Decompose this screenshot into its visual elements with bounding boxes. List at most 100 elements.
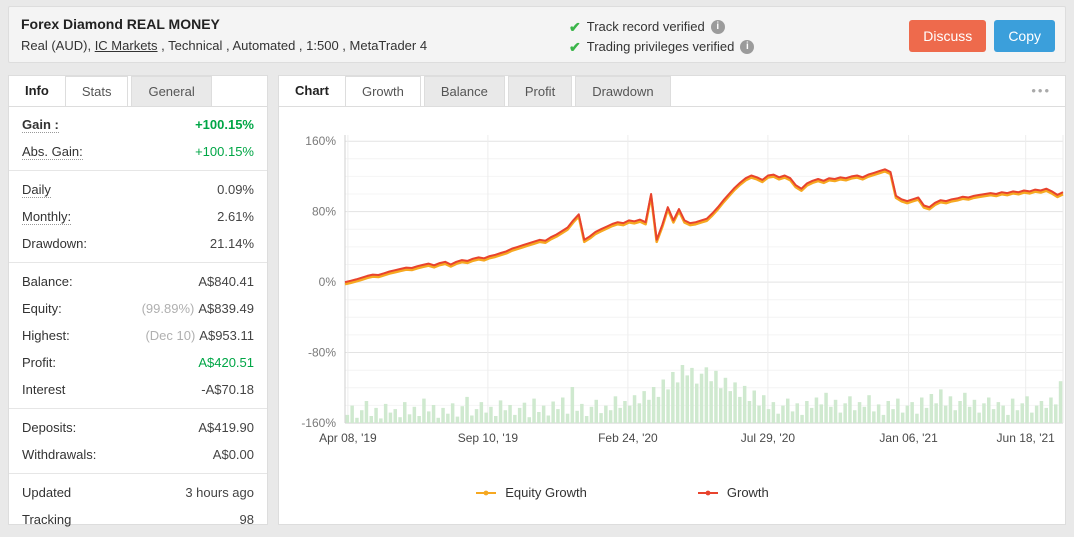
svg-text:0%: 0% [319, 275, 337, 289]
growth-legend-marker [697, 490, 718, 495]
gain-label[interactable]: Gain : [22, 117, 59, 133]
balance-label: Balance: [22, 274, 73, 289]
broker-link[interactable]: IC Markets [94, 38, 158, 53]
legend-equity-growth-label: Equity Growth [505, 485, 587, 500]
stat-row-monthly: Monthly: 2.61% [9, 203, 267, 230]
stat-row-withdrawals: Withdrawals: A$0.00 [9, 441, 267, 468]
equity-percent: (99.89%) [141, 301, 195, 316]
growth-chart: 160% 80% 0% -80% -160% Apr 08, '19 Sep 10, '19… [279, 107, 1065, 525]
svg-text:80%: 80% [312, 205, 336, 219]
tab-stats[interactable]: Stats [64, 76, 129, 106]
chart-tabbar: Chart Growth Balance Profit Drawdown ••• [279, 76, 1065, 107]
deposits-label: Deposits: [22, 420, 77, 435]
highest-label: Highest: [22, 328, 70, 343]
trading-privileges-badge: ✔ Trading privileges verified i [569, 37, 755, 57]
tab-chart[interactable]: Chart [279, 76, 345, 106]
tab-drawdown[interactable]: Drawdown [575, 76, 671, 106]
tab-info[interactable]: Info [9, 76, 65, 106]
divider [9, 408, 267, 409]
tab-balance[interactable]: Balance [423, 76, 505, 106]
header-buttons: Discuss Copy [909, 20, 1055, 52]
svg-text:Apr 08, '19: Apr 08, '19 [319, 431, 377, 445]
track-record-label: Track record verified [586, 19, 705, 34]
tracking-label: Tracking [22, 512, 72, 527]
tab-growth[interactable]: Growth [344, 76, 421, 106]
account-header: Forex Diamond REAL MONEY Real (AUD), IC … [8, 6, 1066, 63]
svg-text:160%: 160% [305, 134, 336, 148]
svg-text:Jun 18, '21: Jun 18, '21 [997, 431, 1056, 445]
stat-row-equity: Equity: (99.89%) A$839.49 [9, 295, 267, 322]
interest-value: -A$70.18 [201, 382, 254, 397]
stat-row-gain: Gain : +100.15% [9, 111, 267, 138]
withdrawals-value: A$0.00 [212, 447, 254, 462]
stat-row-tracking: Tracking 98 [9, 506, 267, 533]
tab-general[interactable]: General [131, 76, 212, 106]
info-icon[interactable]: i [740, 40, 755, 54]
svg-text:-80%: -80% [308, 346, 336, 360]
chart-legend: Equity Growth Growth [229, 485, 1015, 500]
svg-text:Jul 29, '20: Jul 29, '20 [741, 431, 796, 445]
trading-privileges-label: Trading privileges verified [586, 39, 735, 54]
legend-growth[interactable]: Growth [697, 485, 769, 500]
more-options-icon[interactable]: ••• [1031, 83, 1051, 98]
legend-equity-growth[interactable]: Equity Growth [475, 485, 587, 500]
interest-label: Interest [22, 382, 66, 397]
check-icon: ✔ [569, 39, 581, 55]
chart-panel: Chart Growth Balance Profit Drawdown •••… [278, 75, 1066, 525]
stat-row-abs-gain: Abs. Gain: +100.15% [9, 138, 267, 165]
check-icon: ✔ [569, 19, 581, 35]
drawdown-label: Drawdown: [22, 236, 88, 251]
equity-label: Equity: [22, 301, 62, 316]
sidebar-tabbar: Info Stats General [9, 76, 267, 107]
account-info: Forex Diamond REAL MONEY Real (AUD), IC … [21, 16, 427, 53]
updated-label: Updated [22, 485, 72, 500]
legend-growth-label: Growth [726, 485, 769, 500]
updated-value: 3 hours ago [185, 485, 254, 500]
monthly-label[interactable]: Monthly: [22, 209, 72, 225]
account-title: Forex Diamond REAL MONEY [21, 16, 220, 32]
equity-value: A$839.49 [198, 301, 254, 316]
divider [9, 262, 267, 263]
daily-value: 0.09% [217, 182, 254, 197]
stat-row-interest: Interest -A$70.18 [9, 376, 267, 403]
growth-chart-svg: 160% 80% 0% -80% -160%Apr 08, '19 Sep 10, '19… [301, 134, 1064, 445]
stat-row-deposits: Deposits: A$419.90 [9, 414, 267, 441]
highest-date: (Dec 10) [145, 328, 196, 343]
tab-profit[interactable]: Profit [507, 76, 573, 106]
stat-row-updated: Updated 3 hours ago [9, 479, 267, 506]
verification-badges: ✔ Track record verified i ✔ Trading priv… [569, 17, 755, 57]
account-type: Real (AUD), [21, 38, 95, 53]
withdrawals-label: Withdrawals: [22, 447, 97, 462]
account-attributes: , Technical , Automated , 1:500 , MetaTr… [157, 38, 428, 53]
divider [9, 473, 267, 474]
copy-button[interactable]: Copy [994, 20, 1055, 52]
stat-row-daily: Daily 0.09% [9, 176, 267, 203]
svg-text:Jan 06, '21: Jan 06, '21 [879, 431, 938, 445]
stat-row-highest: Highest: (Dec 10) A$953.11 [9, 322, 267, 349]
divider [9, 170, 267, 171]
stats-rows: Gain : +100.15% Abs. Gain: +100.15% Dail… [9, 107, 267, 537]
deposits-value: A$419.90 [198, 420, 254, 435]
monthly-value: 2.61% [217, 209, 254, 224]
tracking-value: 98 [239, 512, 254, 527]
balance-value: A$840.41 [198, 274, 254, 289]
daily-label[interactable]: Daily [22, 182, 51, 198]
drawdown-value: 21.14% [209, 236, 254, 251]
account-subtitle: Real (AUD), IC Markets , Technical , Aut… [21, 38, 427, 53]
stat-row-balance: Balance: A$840.41 [9, 268, 267, 295]
stat-row-drawdown: Drawdown: 21.14% [9, 230, 267, 257]
svg-text:-160%: -160% [301, 416, 336, 430]
profit-value: A$420.51 [198, 355, 254, 370]
discuss-button[interactable]: Discuss [909, 20, 987, 52]
profit-label: Profit: [22, 355, 56, 370]
info-icon[interactable]: i [710, 20, 725, 34]
stat-row-profit: Profit: A$420.51 [9, 349, 267, 376]
svg-text:Feb 24, '20: Feb 24, '20 [598, 431, 658, 445]
highest-value: A$953.11 [199, 328, 254, 343]
gain-value: +100.15% [195, 117, 254, 132]
stats-sidebar: Info Stats General Gain : +100.15% Abs. … [8, 75, 268, 527]
equity-growth-legend-marker [476, 490, 497, 495]
track-record-badge: ✔ Track record verified i [569, 17, 754, 37]
abs-gain-value: +100.15% [195, 144, 254, 159]
abs-gain-label[interactable]: Abs. Gain: [22, 144, 83, 160]
